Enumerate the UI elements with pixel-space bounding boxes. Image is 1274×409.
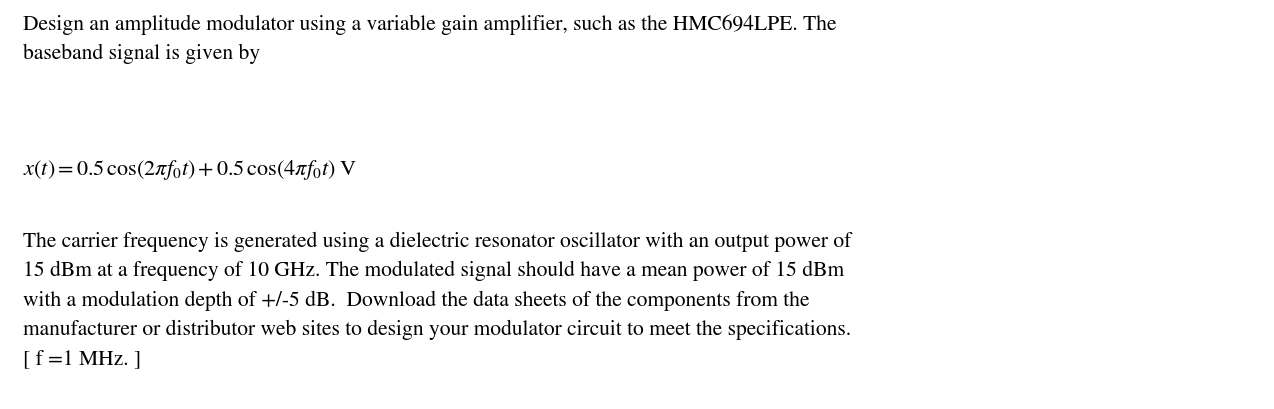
Text: Design an amplitude modulator using a variable gain amplifier, such as the HMC69: Design an amplitude modulator using a va… xyxy=(23,14,837,64)
Text: The carrier frequency is generated using a dielectric resonator oscillator with : The carrier frequency is generated using… xyxy=(23,231,851,368)
Text: $x(t) = 0.5\,\mathrm{cos}(2\pi f_0 t) + 0.5\,\mathrm{cos}(4\pi f_0 t)\;\mathrm{V: $x(t) = 0.5\,\mathrm{cos}(2\pi f_0 t) + … xyxy=(23,157,357,182)
